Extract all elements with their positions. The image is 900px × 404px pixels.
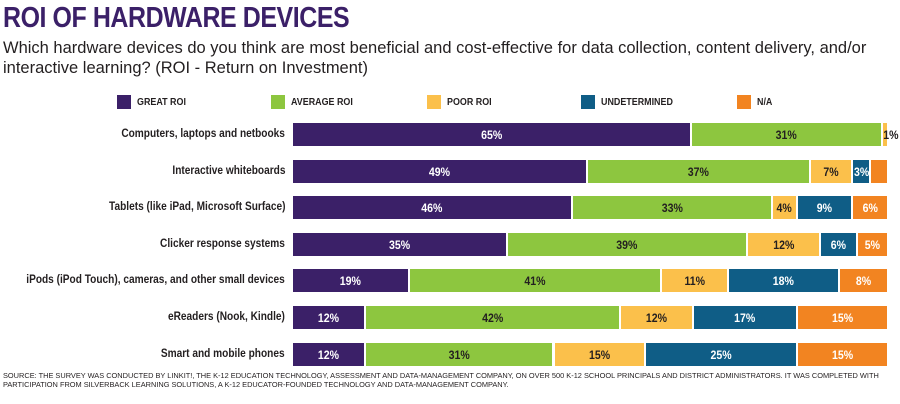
data-label: 11% bbox=[684, 274, 705, 289]
legend-label: AVERAGE ROI bbox=[291, 96, 353, 108]
data-label: 46% bbox=[421, 201, 443, 216]
chart-subtitle: Which hardware devices do you think are … bbox=[3, 39, 867, 77]
data-label: 37% bbox=[687, 164, 709, 179]
bar-segment: 15% bbox=[553, 341, 645, 367]
data-label: 6% bbox=[862, 201, 878, 216]
bar-segment: 12% bbox=[746, 231, 821, 257]
bar-segment: 4% bbox=[772, 195, 797, 221]
bar-segment: 9% bbox=[796, 195, 852, 221]
chart-title: ROI OF HARDWARE DEVICES bbox=[3, 2, 350, 34]
data-label: 39% bbox=[616, 237, 638, 252]
data-label: 18% bbox=[772, 274, 795, 289]
data-label: 12% bbox=[317, 311, 340, 325]
category-label: Interactive whiteboards bbox=[171, 164, 285, 177]
data-label: 65% bbox=[481, 128, 503, 142]
data-label: 5% bbox=[864, 237, 881, 252]
data-label: 41% bbox=[524, 274, 546, 289]
bar-segment: 33% bbox=[571, 195, 773, 221]
legend: GREAT ROI AVERAGE ROI POOR ROI UNDETERMINED… bbox=[0, 95, 900, 109]
data-label: 49% bbox=[428, 164, 451, 179]
bar-segment: 46% bbox=[292, 195, 572, 221]
bar-segment: 17% bbox=[693, 305, 797, 330]
data-label: 19% bbox=[339, 274, 361, 289]
data-label: 12% bbox=[317, 347, 340, 362]
bar-segment: 6% bbox=[851, 195, 888, 221]
data-label: 31% bbox=[448, 347, 470, 362]
bar-segment: 41% bbox=[408, 268, 661, 294]
data-label: 3% bbox=[853, 164, 870, 179]
data-label: 4% bbox=[776, 201, 793, 216]
data-label: 42% bbox=[482, 311, 504, 325]
data-label: 15% bbox=[588, 347, 610, 362]
bar-segment: 12% bbox=[292, 305, 365, 330]
category-label: Computers, laptops and netbooks bbox=[121, 128, 285, 140]
data-label: 35% bbox=[388, 237, 411, 252]
bar-segment: 49% bbox=[292, 158, 587, 184]
data-label: 7% bbox=[823, 164, 839, 179]
bar-segment: 8% bbox=[838, 268, 888, 294]
bar-segment: 65% bbox=[292, 122, 692, 147]
bar-segment: 18% bbox=[728, 268, 839, 294]
bar-segment: 3% bbox=[851, 158, 870, 184]
bar-segment: 5% bbox=[857, 231, 888, 257]
bar-segment: 12% bbox=[292, 341, 365, 367]
bar-segment: 7% bbox=[809, 158, 852, 184]
bar-segment bbox=[869, 158, 888, 184]
bar-segment: 6% bbox=[820, 231, 858, 257]
data-label: 15% bbox=[831, 311, 853, 325]
bar-segment: 11% bbox=[660, 268, 729, 294]
data-label: 8% bbox=[855, 274, 872, 289]
data-label: 15% bbox=[831, 347, 853, 362]
data-label: 12% bbox=[772, 237, 795, 252]
bar-segment: 39% bbox=[507, 231, 747, 257]
bar-segment: 37% bbox=[586, 158, 810, 184]
category-label: Tablets (like iPad, Microsoft Surface) bbox=[108, 201, 285, 214]
legend-label: N/A bbox=[757, 96, 773, 108]
bar-segment: 12% bbox=[620, 305, 694, 330]
category-label: iPods (iPod Touch), cameras, and other s… bbox=[26, 274, 285, 287]
legend-swatch bbox=[271, 95, 285, 109]
data-label: 12% bbox=[646, 311, 668, 325]
data-label: 1% bbox=[883, 128, 899, 142]
bar-segment: 15% bbox=[796, 305, 888, 330]
bar-segment: 15% bbox=[796, 341, 888, 367]
bar-segment: 42% bbox=[364, 305, 621, 330]
source-note: SOURCE: THE SURVEY WAS CONDUCTED BY LINK… bbox=[3, 371, 879, 389]
data-label: 6% bbox=[831, 237, 847, 252]
legend-label: GREAT ROI bbox=[137, 96, 186, 108]
data-label: 31% bbox=[776, 128, 798, 142]
bar-segment: 25% bbox=[644, 341, 797, 367]
data-label: 33% bbox=[661, 201, 683, 216]
legend-label: UNDETERMINED bbox=[601, 96, 673, 108]
category-label: Clicker response systems bbox=[160, 237, 285, 250]
legend-swatch bbox=[737, 95, 751, 109]
legend-swatch bbox=[581, 95, 595, 109]
data-label: 9% bbox=[816, 201, 832, 216]
data-label: 25% bbox=[710, 347, 732, 362]
bar-segment: 31% bbox=[364, 341, 554, 367]
legend-swatch bbox=[427, 95, 441, 109]
category-label: Smart and mobile phones bbox=[161, 347, 285, 360]
bar-segment: 35% bbox=[292, 231, 508, 257]
data-label: 17% bbox=[734, 311, 756, 325]
bar-segment: 19% bbox=[292, 268, 409, 294]
legend-label: POOR ROI bbox=[447, 96, 492, 108]
category-label: eReaders (Nook, Kindle) bbox=[168, 311, 285, 323]
bar-segment: 31% bbox=[691, 122, 882, 147]
bar-segment: 1% bbox=[881, 122, 899, 147]
legend-swatch bbox=[117, 95, 131, 109]
